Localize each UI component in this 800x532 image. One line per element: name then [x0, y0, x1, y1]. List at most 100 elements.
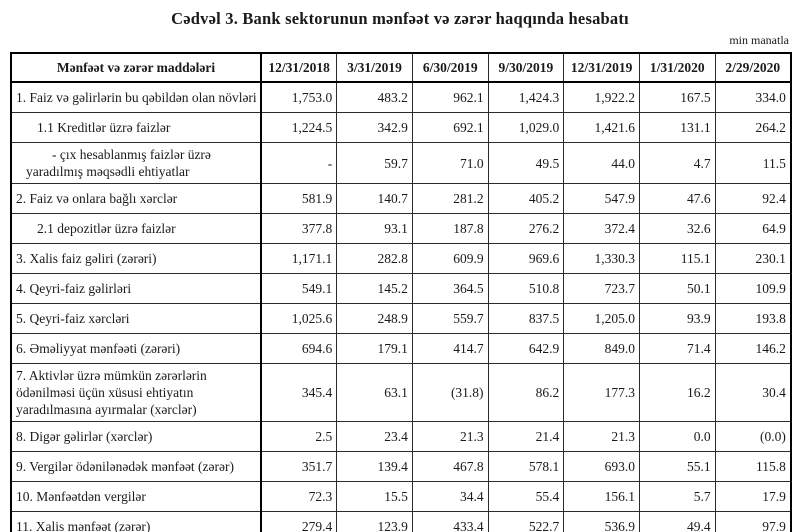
- header-items-column: Mənfəət və zərər maddələri: [10, 52, 262, 83]
- header-date-column: 9/30/2019: [487, 52, 565, 83]
- value-cell: 2.5: [260, 421, 338, 452]
- value-cell: 1,025.6: [260, 303, 338, 334]
- value-cell: 86.2: [487, 363, 565, 422]
- value-cell: 131.1: [638, 112, 716, 143]
- header-date-column: 12/31/2019: [563, 52, 640, 83]
- value-cell: 1,205.0: [563, 303, 640, 334]
- header-date-column: 12/31/2018: [260, 52, 338, 83]
- value-cell: 1,424.3: [487, 81, 565, 113]
- value-cell: 723.7: [563, 273, 640, 304]
- value-cell: 15.5: [336, 481, 413, 512]
- value-cell: 55.1: [638, 451, 716, 482]
- value-cell: 248.9: [336, 303, 413, 334]
- value-cell: 140.7: [336, 183, 413, 214]
- value-cell: 71.0: [411, 142, 489, 184]
- value-cell: 187.8: [411, 213, 489, 244]
- value-cell: 276.2: [487, 213, 565, 244]
- value-cell: 145.2: [336, 273, 413, 304]
- table-row: - çıx hesablanmış faizlər üzrə yaradılmı…: [10, 142, 792, 184]
- unit-note: min manatla: [729, 33, 789, 47]
- value-cell: 1,922.2: [563, 81, 640, 113]
- row-label: - çıx hesablanmış faizlər üzrə yaradılmı…: [10, 142, 262, 184]
- value-cell: 642.9: [487, 333, 565, 364]
- value-cell: 837.5: [487, 303, 565, 334]
- table-row: 4. Qeyri-faiz gəlirləri 549.1 145.2 364.5 51…: [10, 273, 792, 304]
- value-cell: 377.8: [260, 213, 338, 244]
- value-cell: 1,753.0: [260, 81, 338, 113]
- table-header: Mənfəət və zərər maddələri 12/31/2018 3/…: [10, 52, 792, 83]
- table-row: 7. Aktivlər üzrə mümkün zərərlərin ödəni…: [10, 363, 792, 422]
- row-label: 11. Xalis mənfəət (zərər): [10, 511, 262, 532]
- value-cell: 693.0: [563, 451, 640, 482]
- table-row: 5. Qeyri-faiz xərcləri 1,025.6 248.9 559.7 8…: [10, 303, 792, 334]
- value-cell: 5.7: [638, 481, 716, 512]
- value-cell: 342.9: [336, 112, 413, 143]
- header-date-column: 2/29/2020: [714, 52, 792, 83]
- row-label: 2.1 depozitlər üzrə faizlər: [10, 213, 262, 244]
- value-cell: 139.4: [336, 451, 413, 482]
- value-cell: 414.7: [411, 333, 489, 364]
- value-cell: 93.9: [638, 303, 716, 334]
- value-cell: 536.9: [563, 511, 640, 532]
- value-cell: 34.4: [411, 481, 489, 512]
- value-cell: 609.9: [411, 243, 489, 274]
- value-cell: 694.6: [260, 333, 338, 364]
- value-cell: 11.5: [714, 142, 792, 184]
- value-cell: 146.2: [714, 333, 792, 364]
- value-cell: 522.7: [487, 511, 565, 532]
- value-cell: 1,330.3: [563, 243, 640, 274]
- value-cell: 0.0: [638, 421, 716, 452]
- header-row: Mənfəət və zərər maddələri 12/31/2018 3/…: [10, 52, 792, 83]
- value-cell: 17.9: [714, 481, 792, 512]
- value-cell: 167.5: [638, 81, 716, 113]
- value-cell: 93.1: [336, 213, 413, 244]
- value-cell: 230.1: [714, 243, 792, 274]
- value-cell: 32.6: [638, 213, 716, 244]
- value-cell: 92.4: [714, 183, 792, 214]
- value-cell: 372.4: [563, 213, 640, 244]
- row-label: 4. Qeyri-faiz gəlirləri: [10, 273, 262, 304]
- value-cell: 109.9: [714, 273, 792, 304]
- table-row: 10. Mənfəətdən vergilər 72.3 15.5 34.4 55.4 1…: [10, 481, 792, 512]
- table-row: 2. Faiz və onlara bağlı xərclər 581.9 140.…: [10, 183, 792, 214]
- row-label: 3. Xalis faiz gəliri (zərəri): [10, 243, 262, 274]
- table-row: 2.1 depozitlər üzrə faizlər 377.8 93.1 187.…: [10, 213, 792, 244]
- row-label: 10. Mənfəətdən vergilər: [10, 481, 262, 512]
- header-date-column: 1/31/2020: [638, 52, 716, 83]
- value-cell: 281.2: [411, 183, 489, 214]
- header-date-column: 6/30/2019: [411, 52, 489, 83]
- row-label: 2. Faiz və onlara bağlı xərclər: [10, 183, 262, 214]
- value-cell: 334.0: [714, 81, 792, 113]
- value-cell: 4.7: [638, 142, 716, 184]
- value-cell: 63.1: [336, 363, 413, 422]
- value-cell: 282.8: [336, 243, 413, 274]
- value-cell: 969.6: [487, 243, 565, 274]
- value-cell: 578.1: [487, 451, 565, 482]
- value-cell: 433.4: [411, 511, 489, 532]
- value-cell: 49.5: [487, 142, 565, 184]
- value-cell: 16.2: [638, 363, 716, 422]
- value-cell: 467.8: [411, 451, 489, 482]
- value-cell: 364.5: [411, 273, 489, 304]
- value-cell: 1,171.1: [260, 243, 338, 274]
- table-row: 1.1 Kreditlər üzrə faizlər 1,224.5 342.9 69…: [10, 112, 792, 143]
- value-cell: 264.2: [714, 112, 792, 143]
- value-cell: -: [260, 142, 338, 184]
- row-label: 8. Digər gəlirlər (xərclər): [10, 421, 262, 452]
- value-cell: 49.4: [638, 511, 716, 532]
- table-row: 3. Xalis faiz gəliri (zərəri) 1,171.1 282.…: [10, 243, 792, 274]
- value-cell: (0.0): [714, 421, 792, 452]
- value-cell: 1,224.5: [260, 112, 338, 143]
- value-cell: 692.1: [411, 112, 489, 143]
- table-row: 6. Əməliyyat mənfəəti (zərəri) 694.6 179.1…: [10, 333, 792, 364]
- row-label: 1.1 Kreditlər üzrə faizlər: [10, 112, 262, 143]
- value-cell: 849.0: [563, 333, 640, 364]
- row-label: 6. Əməliyyat mənfəəti (zərəri): [10, 333, 262, 364]
- value-cell: 179.1: [336, 333, 413, 364]
- row-label: 1. Faiz və gəlirlərin bu qəbildən olan n…: [10, 81, 262, 113]
- value-cell: 115.1: [638, 243, 716, 274]
- value-cell: 23.4: [336, 421, 413, 452]
- value-cell: 345.4: [260, 363, 338, 422]
- value-cell: 1,421.6: [563, 112, 640, 143]
- value-cell: 55.4: [487, 481, 565, 512]
